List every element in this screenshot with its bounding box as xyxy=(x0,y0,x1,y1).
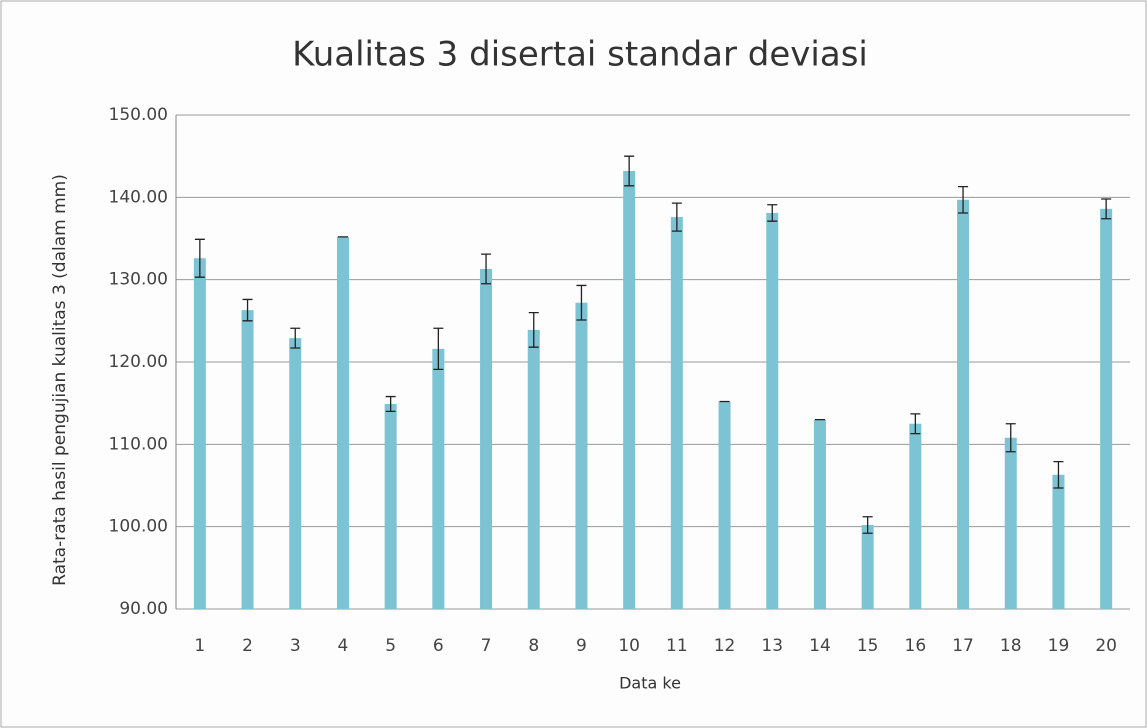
error-bar xyxy=(958,185,969,214)
x-tick-label: 6 xyxy=(433,636,444,656)
bar xyxy=(623,170,636,609)
x-tick-label: 11 xyxy=(666,636,688,656)
bar xyxy=(336,236,349,609)
x-tick-label: 20 xyxy=(1095,636,1117,656)
error-bar xyxy=(242,298,253,322)
bar xyxy=(1052,474,1065,609)
error-bar xyxy=(433,327,444,371)
error-bar xyxy=(862,516,873,534)
x-tick-label: 1 xyxy=(194,636,205,656)
x-tick-label: 2 xyxy=(242,636,253,656)
x-axis-label: Data ke xyxy=(619,674,681,693)
x-tick-label: 17 xyxy=(952,636,974,656)
x-tick-label: 4 xyxy=(338,636,349,656)
x-tick-label: 9 xyxy=(576,636,587,656)
error-bar xyxy=(910,413,921,435)
bar xyxy=(289,338,302,609)
x-tick-label: 19 xyxy=(1048,636,1070,656)
bar xyxy=(670,217,683,610)
y-axis-label: Rata-rata hasil pengujian kualitas 3 (da… xyxy=(50,174,70,586)
x-tick-label: 13 xyxy=(761,636,783,656)
error-bar xyxy=(290,327,301,349)
bar xyxy=(957,199,970,609)
bar xyxy=(193,258,206,609)
bar xyxy=(1100,208,1113,610)
x-tick-label: 18 xyxy=(1000,636,1022,656)
error-bar xyxy=(576,284,587,321)
bar xyxy=(861,525,874,609)
bar xyxy=(1004,437,1017,609)
error-bar xyxy=(1101,198,1112,220)
x-tick-label: 16 xyxy=(905,636,927,656)
y-tick-label: 120.00 xyxy=(109,352,168,372)
chart-title: Kualitas 3 disertai standar deviasi xyxy=(292,35,868,75)
x-tick-label: 10 xyxy=(618,636,640,656)
bar xyxy=(813,419,826,609)
x-tick-label: 14 xyxy=(809,636,831,656)
error-bar xyxy=(1005,423,1016,453)
error-bar xyxy=(194,238,205,278)
x-tick-label: 8 xyxy=(528,636,539,656)
bar xyxy=(241,310,254,609)
y-tick-label: 140.00 xyxy=(109,187,168,207)
error-bar xyxy=(1053,460,1064,489)
bar xyxy=(432,348,445,609)
y-tick-label: 90.00 xyxy=(119,599,168,619)
error-bar xyxy=(528,311,539,348)
error-bar xyxy=(624,155,635,187)
x-tick-label: 3 xyxy=(290,636,301,656)
bar xyxy=(527,329,540,609)
bar xyxy=(480,268,493,609)
x-tick-label: 12 xyxy=(714,636,736,656)
error-bar xyxy=(385,395,396,413)
bar xyxy=(718,401,731,609)
y-tick-label: 150.00 xyxy=(109,105,168,125)
bar xyxy=(575,302,588,609)
x-tick-label: 15 xyxy=(857,636,879,656)
error-bar xyxy=(481,253,492,285)
bar xyxy=(909,423,922,609)
y-tick-label: 100.00 xyxy=(109,517,168,537)
x-tick-label: 5 xyxy=(385,636,396,656)
error-bar xyxy=(767,204,778,222)
bar xyxy=(384,403,397,609)
bar xyxy=(766,212,779,609)
x-tick-label: 7 xyxy=(481,636,492,656)
y-tick-label: 110.00 xyxy=(109,434,168,454)
error-bar xyxy=(671,202,682,232)
y-tick-label: 130.00 xyxy=(109,270,168,290)
